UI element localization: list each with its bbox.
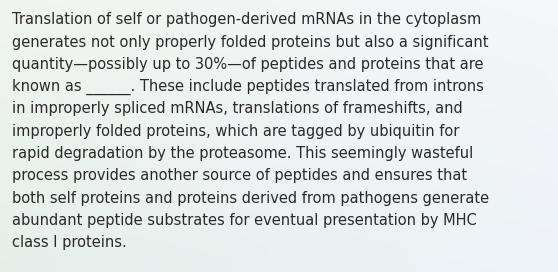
Text: in improperly spliced mRNAs, translations of frameshifts, and: in improperly spliced mRNAs, translation… <box>12 101 463 116</box>
Text: both self proteins and proteins derived from pathogens generate: both self proteins and proteins derived … <box>12 191 489 206</box>
Text: process provides another source of peptides and ensures that: process provides another source of pepti… <box>12 168 468 183</box>
Text: class I proteins.: class I proteins. <box>12 235 127 250</box>
Text: rapid degradation by the proteasome. This seemingly wasteful: rapid degradation by the proteasome. Thi… <box>12 146 474 161</box>
Text: improperly folded proteins, which are tagged by ubiquitin for: improperly folded proteins, which are ta… <box>12 124 460 139</box>
Text: Translation of self or pathogen-derived mRNAs in the cytoplasm: Translation of self or pathogen-derived … <box>12 12 482 27</box>
Text: known as ______. These include peptides translated from introns: known as ______. These include peptides … <box>12 79 484 95</box>
Text: abundant peptide substrates for eventual presentation by MHC: abundant peptide substrates for eventual… <box>12 213 477 228</box>
Text: quantity—possibly up to 30%—of peptides and proteins that are: quantity—possibly up to 30%—of peptides … <box>12 57 484 72</box>
Text: generates not only properly folded proteins but also a significant: generates not only properly folded prote… <box>12 35 489 50</box>
